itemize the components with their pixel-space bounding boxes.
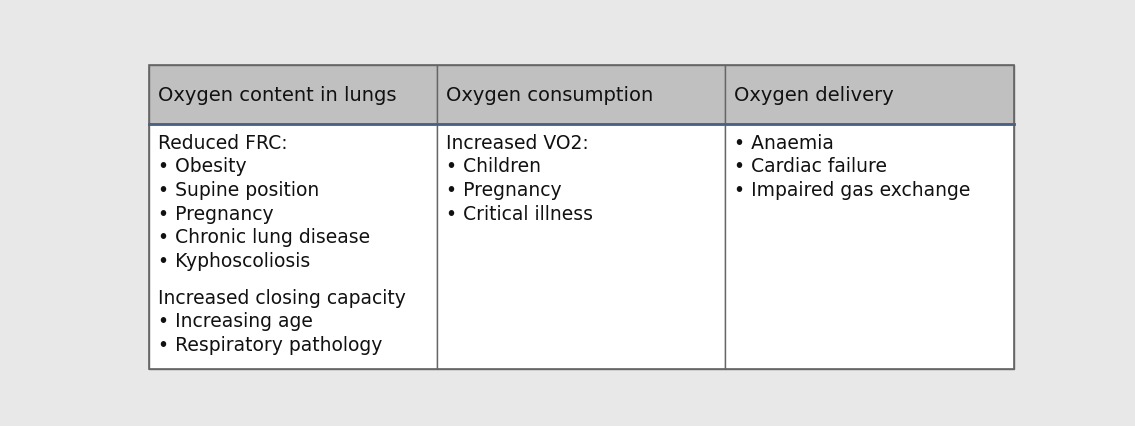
Text: • Critical illness: • Critical illness bbox=[446, 204, 592, 223]
Text: Reduced FRC:: Reduced FRC: bbox=[158, 133, 287, 152]
Text: • Anaemia: • Anaemia bbox=[734, 133, 834, 152]
Text: • Obesity: • Obesity bbox=[158, 157, 246, 176]
Text: • Pregnancy: • Pregnancy bbox=[158, 204, 274, 223]
Text: • Impaired gas exchange: • Impaired gas exchange bbox=[734, 181, 970, 199]
Text: Increased closing capacity: Increased closing capacity bbox=[158, 288, 405, 307]
Text: • Increasing age: • Increasing age bbox=[158, 312, 312, 331]
Text: • Cardiac failure: • Cardiac failure bbox=[734, 157, 888, 176]
Text: Oxygen content in lungs: Oxygen content in lungs bbox=[158, 86, 396, 105]
Text: Oxygen delivery: Oxygen delivery bbox=[734, 86, 894, 105]
Text: • Respiratory pathology: • Respiratory pathology bbox=[158, 335, 382, 354]
Bar bbox=[437, 125, 725, 369]
Bar bbox=[437, 66, 725, 125]
Text: • Kyphoscoliosis: • Kyphoscoliosis bbox=[158, 251, 310, 270]
Bar bbox=[149, 66, 437, 125]
Text: Oxygen consumption: Oxygen consumption bbox=[446, 86, 653, 105]
Bar bbox=[725, 125, 1015, 369]
Text: • Children: • Children bbox=[446, 157, 541, 176]
Bar bbox=[725, 66, 1015, 125]
Text: Increased VO2:: Increased VO2: bbox=[446, 133, 589, 152]
Bar bbox=[149, 125, 437, 369]
Text: • Pregnancy: • Pregnancy bbox=[446, 181, 562, 199]
Text: • Supine position: • Supine position bbox=[158, 181, 319, 199]
Text: • Chronic lung disease: • Chronic lung disease bbox=[158, 228, 370, 247]
